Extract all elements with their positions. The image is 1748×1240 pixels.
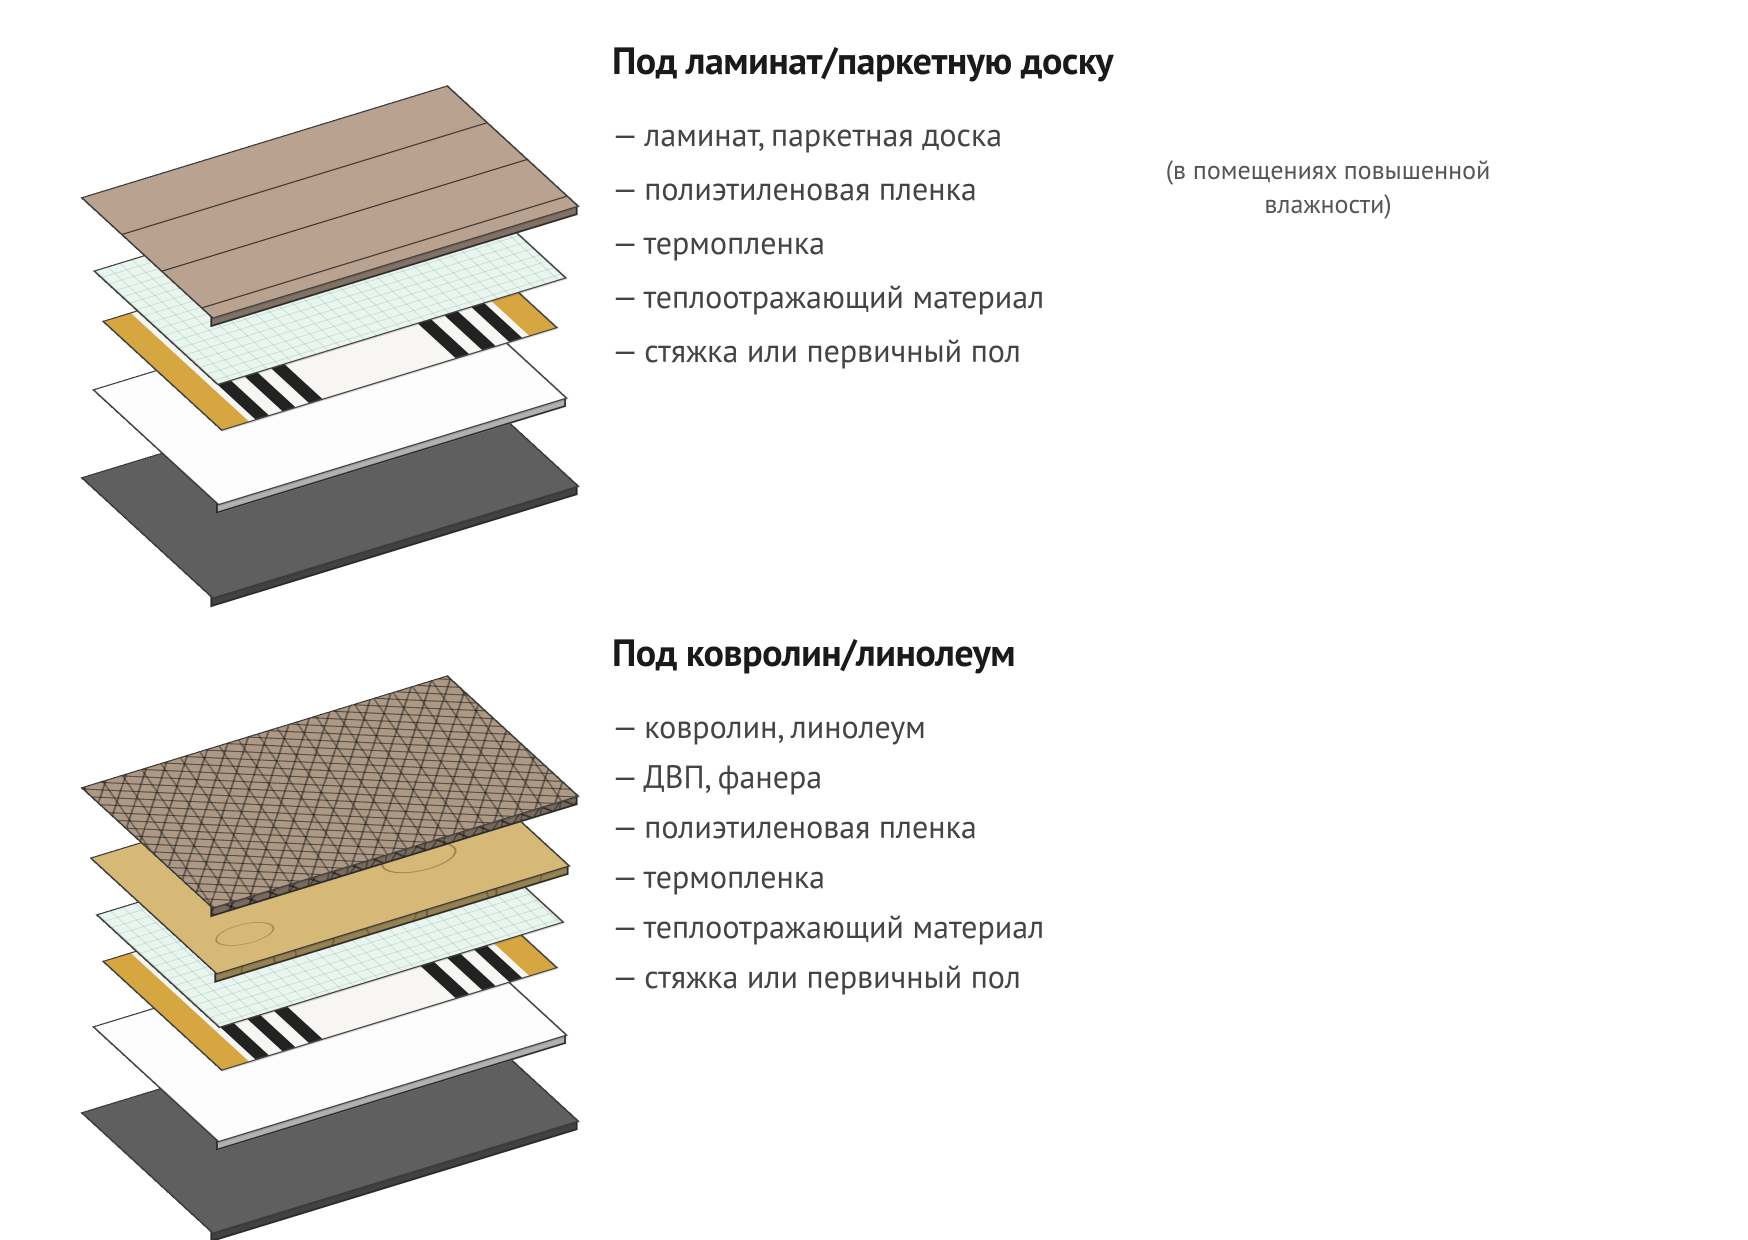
section-title: Под ламинат/паркетную доску — [612, 36, 1113, 85]
legend-carpet: — ковролин, линолеум — ДВП, фанера — пол… — [612, 710, 1044, 992]
legend-item: — полиэтиленовая пленка — [612, 810, 1044, 842]
humidity-note: (в помещениях повышенной влажности) — [1118, 154, 1538, 222]
page: Под ламинат/паркетную доску — ламинат, п… — [0, 0, 1748, 1240]
section-laminate: Под ламинат/паркетную доску — ламинат, п… — [0, 0, 1748, 560]
legend-item: — полиэтиленовая пленка — [612, 172, 1044, 204]
layer-stack — [60, 20, 600, 540]
legend-item: — стяжка или первичный пол — [612, 960, 1044, 992]
legend-item: — ламинат, паркетная доска — [612, 118, 1044, 150]
layer-stack — [60, 615, 600, 1135]
legend-item: — теплоотражающий материал — [612, 280, 1044, 312]
section-title: Под ковролин/линолеум — [612, 628, 1015, 677]
legend-laminate: — ламинат, паркетная доска — полиэтилено… — [612, 118, 1044, 366]
legend-item: — ковролин, линолеум — [612, 710, 1044, 742]
legend-item: — теплоотражающий материал — [612, 910, 1044, 942]
diagram-laminate — [60, 20, 600, 540]
legend-item: — стяжка или первичный пол — [612, 334, 1044, 366]
diagram-carpet — [60, 615, 600, 1135]
legend-item: — термопленка — [612, 860, 1044, 892]
legend-item: — ДВП, фанера — [612, 760, 1044, 792]
section-carpet: Под ковролин/линолеум — ковролин, линоле… — [0, 580, 1748, 1200]
legend-item: — термопленка — [612, 226, 1044, 258]
